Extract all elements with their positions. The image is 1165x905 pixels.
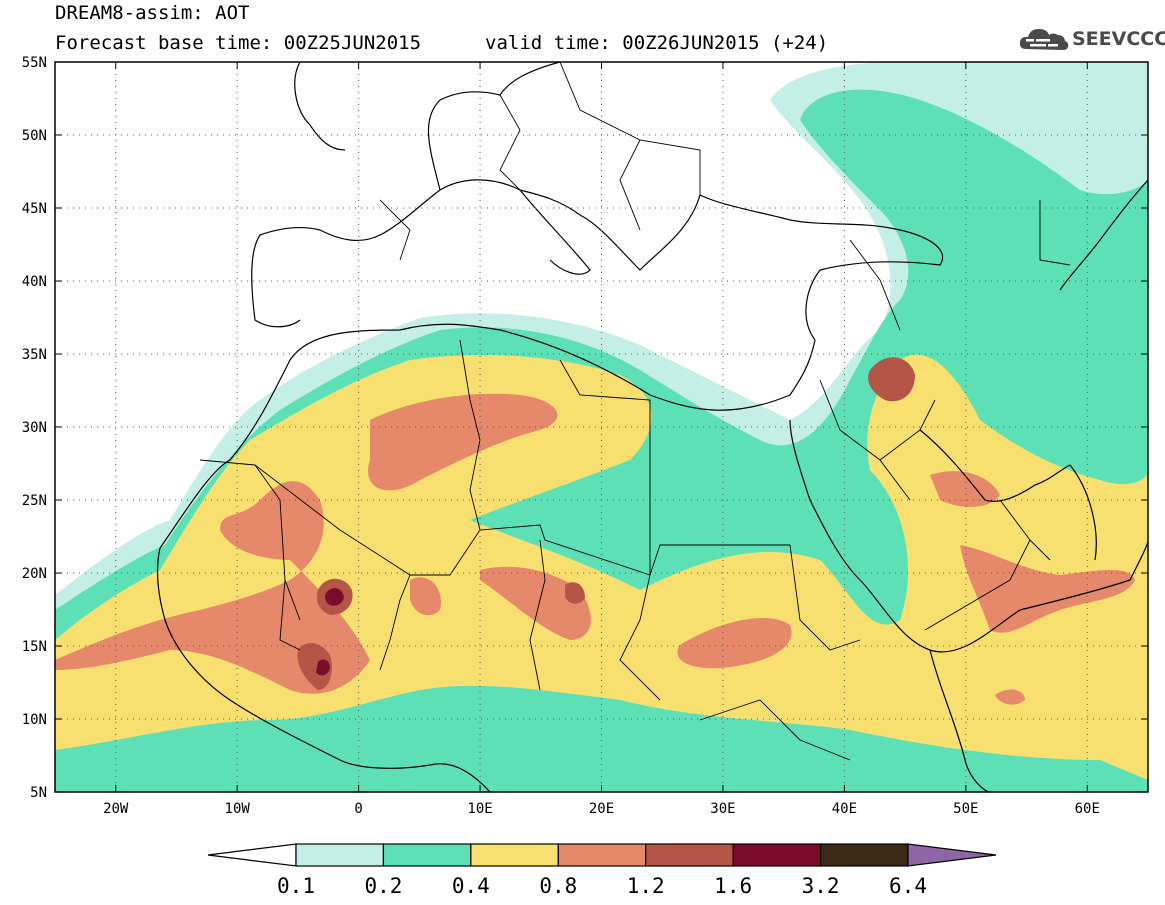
colorbar-label: 1.6 <box>714 874 752 898</box>
colorbar-box <box>819 843 909 867</box>
aot-contour-0.8 <box>55 393 1135 705</box>
lat-label: 25N <box>22 493 47 509</box>
colorbar-arrow-high <box>907 843 997 867</box>
colorbar-label: 3.2 <box>802 874 840 898</box>
lon-label: 10W <box>225 801 251 817</box>
lat-label: 50N <box>22 128 47 144</box>
axis-ticks <box>55 61 1148 793</box>
lat-label: 55N <box>22 55 47 71</box>
lon-label: 20W <box>103 801 129 817</box>
colorbar-box <box>557 843 647 867</box>
map-title: DREAM8-assim: AOT <box>55 2 250 24</box>
seevccc-logo: SEEVCCC <box>1018 24 1165 54</box>
country-borders <box>199 62 1071 761</box>
lat-label: 10N <box>22 712 47 728</box>
colorbar-label: 6.4 <box>889 874 927 898</box>
colorbar-box <box>382 843 472 867</box>
colorbar-arrow-low <box>207 843 297 867</box>
forecast-base-time: Forecast base time: 00Z25JUN2015 <box>55 32 422 54</box>
colorbar-label: 0.2 <box>364 874 402 898</box>
lat-label: 20N <box>22 566 47 582</box>
valid-time: valid time: 00Z26JUN2015 (+24) <box>485 32 829 54</box>
colorbar-box <box>470 843 559 867</box>
latitude-labels: 5N 10N 15N 20N 25N 30N 35N 40N 45N 50N 55N <box>22 55 47 801</box>
colorbar-box <box>645 843 734 867</box>
graticule <box>55 62 1148 792</box>
lon-label: 0 <box>354 801 362 817</box>
coastlines <box>156 62 1148 792</box>
longitude-labels: 20W 10W 0 10E 20E 30E 40E 50E 60E <box>103 801 1100 817</box>
colorbar-label: 0.1 <box>277 874 315 898</box>
colorbar: 0.1 0.2 0.4 0.8 1.2 1.6 3.2 6.4 <box>207 843 997 898</box>
lon-label: 10E <box>467 801 492 817</box>
colorbar-label: 0.4 <box>452 874 490 898</box>
aot-contour-1.2 <box>297 357 915 690</box>
colorbar-label: 0.8 <box>539 874 577 898</box>
logo-text: SEEVCCC <box>1072 28 1165 50</box>
aot-contour-1.6 <box>316 588 344 676</box>
lon-label: 30E <box>710 801 735 817</box>
lat-label: 35N <box>22 347 47 363</box>
cloud-icon <box>1019 29 1069 50</box>
lat-label: 40N <box>22 274 47 290</box>
lat-label: 45N <box>22 201 47 217</box>
lon-label: 40E <box>832 801 857 817</box>
colorbar-box <box>295 843 385 867</box>
lon-label: 50E <box>953 801 978 817</box>
lat-label: 30N <box>22 420 47 436</box>
lon-label: 20E <box>589 801 614 817</box>
lon-label: 60E <box>1075 801 1100 817</box>
colorbar-label: 1.2 <box>627 874 665 898</box>
colorbar-box <box>732 843 822 867</box>
lat-label: 5N <box>30 785 47 801</box>
lat-label: 15N <box>22 639 47 655</box>
